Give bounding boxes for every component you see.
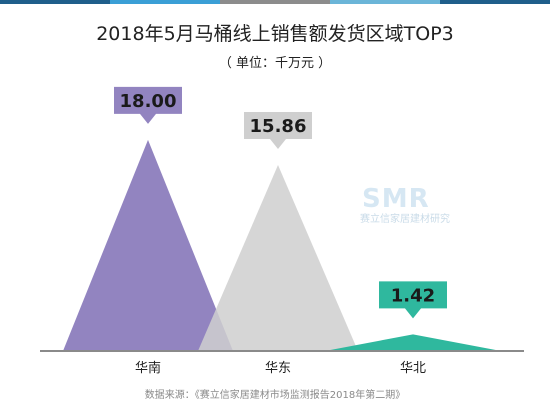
value-callout-3	[379, 281, 447, 319]
watermark-logo: SMR	[362, 184, 430, 214]
value-label-1: 18.00	[120, 91, 177, 112]
watermark-text: 赛立信家居建材研究	[360, 212, 450, 225]
category-label-1: 华南	[135, 360, 161, 376]
chart-marks: 18.00 15.86 1.42	[63, 86, 501, 351]
triangle-mark-1	[63, 139, 233, 351]
header-stripe	[220, 0, 330, 4]
header-stripe	[440, 0, 550, 4]
header-stripes	[0, 0, 550, 4]
value-callout-2	[244, 111, 312, 149]
watermark: SMR 赛立信家居建材研究	[360, 184, 450, 225]
value-callout-1	[114, 86, 182, 124]
chart-title: 2018年5月马桶线上销售额发货区域TOP3	[96, 23, 454, 45]
value-label-2: 15.86	[250, 116, 307, 137]
triangle-mark-2	[198, 164, 358, 351]
category-labels: 华南 华东 华北	[135, 360, 426, 376]
header-stripe	[110, 0, 220, 4]
triangle-mark-3	[325, 334, 501, 351]
category-label-3: 华北	[400, 361, 426, 376]
header-stripe	[0, 0, 110, 4]
value-label-3: 1.42	[391, 285, 435, 306]
chart-source: 数据来源：《赛立信家居建材市场监测报告2018年第二期》	[145, 388, 405, 401]
category-label-2: 华东	[265, 361, 291, 376]
header-stripe	[330, 0, 440, 4]
chart-unit: （ 单位：千万元 ）	[219, 56, 331, 71]
